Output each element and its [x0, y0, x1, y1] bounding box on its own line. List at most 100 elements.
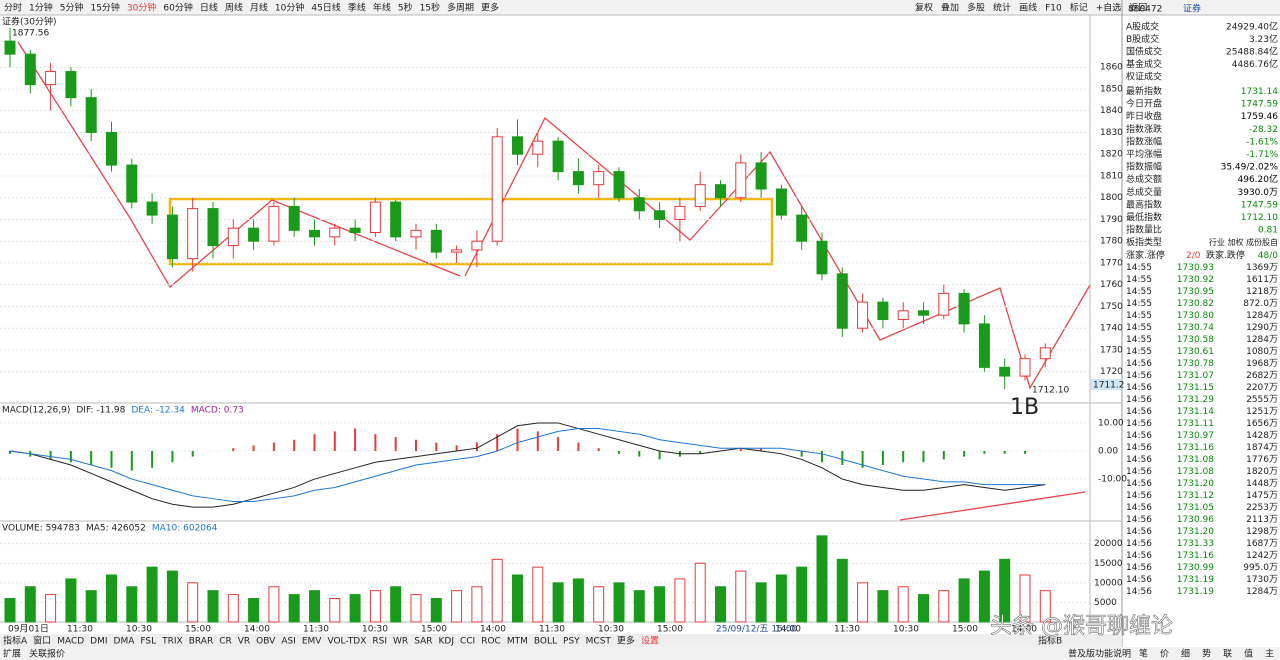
tick-price: 1730.97	[1177, 431, 1214, 441]
indicator-tab[interactable]: MCST	[586, 637, 612, 647]
trend-arrows	[17, 41, 1091, 521]
period-tab[interactable]: 1分钟	[29, 2, 53, 14]
period-tab[interactable]: 45日线	[311, 2, 340, 14]
tool-button[interactable]: 返回	[1129, 2, 1147, 14]
period-tab[interactable]: 日线	[200, 2, 218, 14]
period-tab[interactable]: 周线	[225, 2, 243, 14]
tick-price: 1730.78	[1177, 359, 1214, 369]
indicator-tab[interactable]: RSI	[372, 637, 387, 647]
tool-button[interactable]: 多股	[967, 2, 985, 14]
tick-time: 14:56	[1126, 539, 1152, 549]
tool-button[interactable]: 画线	[1019, 2, 1037, 14]
candle-body	[775, 188, 787, 216]
indicator-tab[interactable]: ASI	[281, 637, 296, 647]
candle-body	[288, 205, 300, 231]
period-tab[interactable]: 5分钟	[60, 2, 84, 14]
status-item[interactable]: 笔	[1139, 648, 1148, 660]
tool-button[interactable]: F10	[1045, 4, 1062, 14]
tick-time: 14:56	[1126, 527, 1152, 537]
indicator-tab[interactable]: KDJ	[438, 637, 454, 647]
indicator-tab[interactable]: VOL-TDX	[327, 637, 366, 647]
status-item[interactable]: 联	[1223, 649, 1232, 660]
indicator-tab[interactable]: EMV	[302, 637, 322, 647]
indicator-tab[interactable]: ROC	[481, 637, 501, 647]
volume-bar	[633, 590, 645, 623]
stat-label: 今日开盘	[1126, 98, 1162, 110]
tool-button[interactable]: 统计	[993, 2, 1011, 14]
stat-value: 24929.40亿	[1226, 21, 1278, 33]
candle-body	[857, 301, 869, 329]
macd-legend: MACD: 0.73	[191, 406, 244, 416]
indicator-tab[interactable]: 指标A	[3, 635, 28, 647]
tool-button[interactable]: 标记	[1070, 2, 1088, 14]
indicator-tab[interactable]: 更多	[617, 635, 635, 647]
indicator-tab[interactable]: BRAR	[189, 637, 213, 647]
status-item[interactable]: 细	[1181, 648, 1190, 660]
tick-time: 14:56	[1126, 551, 1152, 561]
indicator-tab[interactable]: OBV	[256, 637, 276, 647]
status-item[interactable]: 关联报价	[29, 648, 65, 660]
indicator-tab[interactable]: CR	[219, 637, 232, 647]
period-tab[interactable]: 月线	[250, 2, 268, 14]
status-item[interactable]: 值	[1244, 648, 1253, 660]
tick-time: 14:56	[1126, 383, 1152, 393]
candle-body	[613, 171, 625, 199]
period-tab[interactable]: 15秒	[420, 2, 440, 14]
tick-price: 1731.08	[1177, 455, 1214, 465]
period-tab[interactable]: 更多	[481, 2, 499, 14]
indicator-tab[interactable]: 指标B	[1038, 635, 1062, 647]
indicator-tab[interactable]: BOLL	[534, 637, 557, 647]
high-label: 1877.56	[12, 29, 49, 39]
indicator-tab[interactable]: DMA	[114, 637, 136, 647]
indicator-tab[interactable]: VR	[238, 637, 250, 647]
stat-value: 1747.59	[1241, 200, 1278, 210]
period-tab[interactable]: 多周期	[447, 2, 474, 14]
period-tab[interactable]: 10分钟	[275, 2, 304, 14]
candle-body	[918, 310, 929, 316]
indicator-tab[interactable]: DMI	[90, 637, 107, 647]
candle-body	[958, 292, 970, 325]
status-item[interactable]: 普及版功能说明	[1068, 648, 1131, 660]
tick-volume: 1080万	[1246, 347, 1278, 357]
period-tab[interactable]: 30分钟	[127, 2, 156, 14]
status-item[interactable]: 价	[1160, 649, 1169, 660]
period-tab[interactable]: 季线	[348, 2, 366, 14]
tool-button[interactable]: 复权	[915, 2, 933, 14]
volume-bar	[877, 590, 889, 623]
period-tab[interactable]: 5秒	[398, 2, 413, 14]
status-item[interactable]: 扩展	[3, 648, 21, 660]
indicator-tab[interactable]: WR	[393, 637, 408, 647]
stat-value: 1747.59	[1241, 100, 1278, 110]
indicator-tab[interactable]: CCI	[460, 637, 475, 647]
indicator-tab[interactable]: 窗口	[33, 635, 51, 647]
indicator-tab[interactable]: TRIX	[161, 637, 183, 647]
y-tick-label: 1850	[1100, 84, 1123, 94]
breadth: 涨家.涨停	[1126, 249, 1165, 261]
volume-bar	[1019, 574, 1031, 623]
candle-body	[877, 301, 889, 321]
stat-label: 总成交量	[1126, 186, 1162, 198]
indicator-tab[interactable]: MACD	[57, 637, 84, 647]
volume-bar	[735, 570, 747, 623]
period-tab[interactable]: 年线	[373, 2, 391, 14]
candle-body	[735, 162, 747, 199]
candle-body	[166, 214, 178, 260]
tool-button[interactable]: 叠加	[941, 3, 959, 14]
indicator-tab[interactable]: FSL	[140, 637, 156, 647]
status-item[interactable]: 势	[1202, 648, 1211, 660]
candle-body	[207, 208, 219, 247]
indicator-tab[interactable]: MTM	[507, 637, 528, 647]
x-tick-label: 15:00	[185, 625, 211, 635]
period-tab[interactable]: 15分钟	[90, 2, 119, 14]
volume-bar	[309, 590, 320, 623]
indicator-tab[interactable]: 设置	[641, 636, 659, 647]
period-tab[interactable]: 分时	[4, 2, 22, 14]
indicator-tab[interactable]: SAR	[414, 637, 432, 647]
tick-price: 1731.14	[1177, 407, 1214, 417]
tool-button[interactable]: +自选	[1096, 2, 1122, 14]
volume-bar	[512, 574, 523, 623]
period-tab[interactable]: 60分钟	[163, 2, 192, 14]
indicator-tab[interactable]: PSY	[563, 637, 580, 647]
status-item[interactable]: 主	[1265, 648, 1274, 660]
